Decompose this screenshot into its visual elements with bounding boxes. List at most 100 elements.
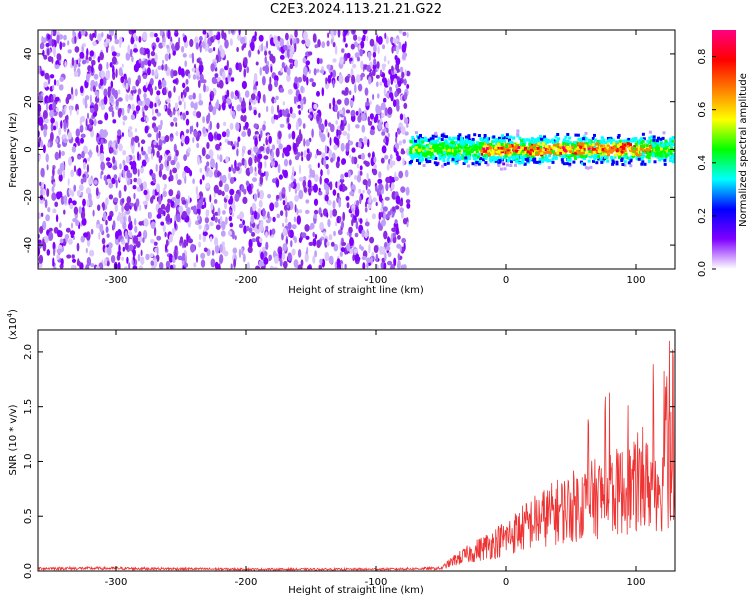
spectrogram-cell xyxy=(100,104,106,111)
spectrogram-cell xyxy=(425,147,429,151)
spectrogram-cell xyxy=(386,164,390,171)
spectrogram-cell xyxy=(313,183,318,193)
spectrogram-cell xyxy=(385,245,391,251)
spectrogram-cell xyxy=(38,103,41,111)
spectrogram-cell xyxy=(526,159,530,163)
spectrogram-cell xyxy=(65,227,71,233)
spectrogram-cell xyxy=(114,39,120,45)
spectrogram-cell xyxy=(268,135,273,144)
spectrogram-cell xyxy=(432,155,435,159)
spectrogram-cell xyxy=(280,67,283,73)
spectrogram-cell xyxy=(627,161,631,165)
spectrogram-cell xyxy=(581,151,585,155)
spectrogram-cell xyxy=(376,61,380,69)
spectrogram-cell xyxy=(59,238,64,244)
spectrogram-cell xyxy=(85,118,88,128)
spectrogram-cell xyxy=(274,79,278,88)
spectrogram-cell xyxy=(49,74,55,79)
spectrogram-cell xyxy=(488,146,492,150)
spectrogram-cell xyxy=(203,225,206,232)
spectrogram-cell xyxy=(223,121,227,127)
spectrogram-cell xyxy=(332,189,337,196)
spectrogram-cell xyxy=(343,36,346,43)
spectrogram-cell xyxy=(335,120,339,125)
spectrogram-cell xyxy=(584,131,588,135)
spectrogram-cell xyxy=(124,202,130,212)
spectrogram-cell xyxy=(623,139,627,143)
spectrogram-cell xyxy=(566,158,570,162)
spectrogram-cell xyxy=(621,153,625,157)
spectrogram-cell xyxy=(454,161,458,165)
spectrogram-cell xyxy=(438,150,442,154)
spectrogram-cell xyxy=(48,227,53,232)
spectrogram-cell xyxy=(140,61,145,69)
spectrogram-cell xyxy=(590,150,594,154)
spectrogram-cell xyxy=(656,151,660,155)
spectrogram-cell xyxy=(40,188,44,196)
spectrogram-cell xyxy=(623,160,627,164)
spectrogram-cell xyxy=(406,202,411,209)
spectrogram-cell xyxy=(356,174,362,183)
spectrogram-cell xyxy=(514,160,518,164)
spectrogram-cell xyxy=(326,168,330,176)
spectrogram-cell xyxy=(661,144,665,148)
spectrogram-cell xyxy=(580,150,584,154)
spectrogram-cell xyxy=(259,237,263,244)
spectrogram-cell xyxy=(196,194,200,199)
x-tick-label: -300 xyxy=(105,275,128,286)
spectrogram-cell xyxy=(584,155,588,158)
spectrogram-cell xyxy=(72,218,78,223)
spectrogram-cell xyxy=(181,45,185,53)
spectrogram-cell xyxy=(163,86,167,94)
spectrogram-cell xyxy=(344,97,350,106)
spectrogram-cell xyxy=(528,139,532,143)
spectrogram-cell xyxy=(155,108,159,114)
spectrogram-cell xyxy=(228,166,232,172)
spectrogram-cell xyxy=(221,101,226,111)
spectrogram-cell xyxy=(253,123,258,129)
spectrogram-cell xyxy=(281,252,286,261)
spectrogram-cell xyxy=(122,221,127,230)
spectrogram-cell xyxy=(403,78,407,86)
spectrogram-cell xyxy=(666,143,669,147)
spectrogram-cell xyxy=(416,152,420,156)
spectrogram-cell xyxy=(215,143,221,151)
spectrogram-cell xyxy=(341,158,347,165)
spectrogram-cell xyxy=(110,45,115,53)
spectrogram-cell xyxy=(215,101,220,110)
spectrogram-cell xyxy=(51,186,55,193)
spectrogram-cell xyxy=(425,158,428,162)
spectrogram-cell xyxy=(103,258,108,267)
spectrogram-cell xyxy=(160,163,164,171)
spectrogram-cell xyxy=(157,98,161,105)
spectrogram-cell xyxy=(417,155,421,158)
spectrogram-cell xyxy=(107,215,113,222)
spectrogram-cell xyxy=(346,202,350,209)
spectrogram-cell xyxy=(456,153,460,157)
spectrogram-cell xyxy=(294,236,297,244)
spectrogram-cell xyxy=(479,144,483,148)
spectrogram-cell xyxy=(203,83,206,93)
spectrogram-cell xyxy=(60,258,64,266)
spectrogram-cell xyxy=(234,159,237,169)
spectrogram-cell xyxy=(398,140,403,146)
spectrogram-cell xyxy=(326,212,329,218)
spectrogram-cell xyxy=(592,150,596,154)
spectrogram-cell xyxy=(76,260,81,267)
spectrogram-cell xyxy=(282,200,286,206)
spectrogram-cell xyxy=(127,77,132,86)
spectrogram-cell xyxy=(650,139,654,143)
spectrogram-cell xyxy=(359,49,363,57)
spectrogram-cell xyxy=(421,158,425,161)
spectrogram-cell xyxy=(378,171,382,179)
spectrogram-cell xyxy=(514,154,518,158)
spectrogram-cell xyxy=(82,198,86,207)
spectrogram-cell xyxy=(89,249,95,257)
spectrogram-cell xyxy=(349,237,354,247)
spectrogram-cell xyxy=(384,154,389,160)
spectrogram-cell xyxy=(170,159,176,166)
spectrogram-cell xyxy=(657,136,660,140)
spectrogram-cell xyxy=(142,200,148,205)
spectrogram-cell xyxy=(201,147,206,157)
spectrogram-cell xyxy=(339,184,343,192)
